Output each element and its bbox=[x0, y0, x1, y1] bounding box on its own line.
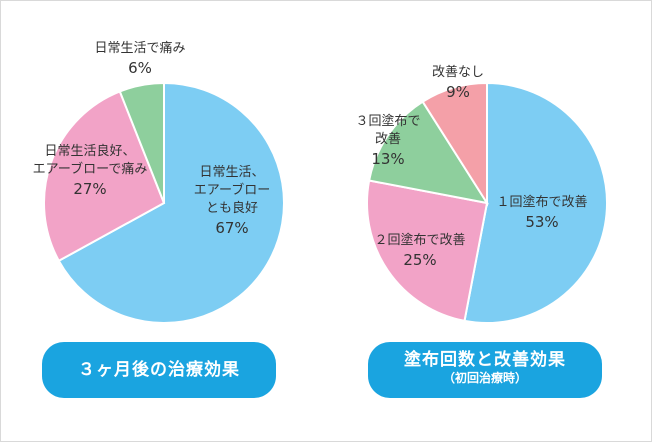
chart-title-application-count: 塗布回数と改善効果 （初回治療時） bbox=[368, 342, 602, 398]
slice-label-1-2: ３回塗布で bbox=[355, 113, 420, 129]
pie-slice-0-1 bbox=[43, 90, 166, 263]
slice-value-label-0-0: 67% bbox=[215, 219, 248, 237]
slice-value-label-1-0: 53% bbox=[525, 213, 558, 231]
slice-label-0-1: エアーブローで痛み bbox=[33, 161, 148, 177]
slice-label-0-2: 日常生活で痛み bbox=[94, 40, 185, 56]
pie-slice-1-1 bbox=[366, 179, 489, 323]
slice-value-label-1-1: 25% bbox=[403, 251, 436, 269]
pie-slice-1-2 bbox=[367, 100, 490, 205]
slice-label-0-0: 日常生活、 bbox=[199, 165, 264, 180]
pie-slice-1-0 bbox=[463, 81, 608, 324]
chart-title-text: 塗布回数と改善効果 bbox=[404, 350, 566, 370]
chart-title-text: ３ヶ月後の治療効果 bbox=[78, 360, 240, 380]
slice-value-label-0-1: 27% bbox=[73, 180, 106, 198]
slice-label-0-0: エアーブロー bbox=[194, 182, 270, 198]
slice-label-1-0: １回塗布で改善 bbox=[496, 194, 587, 210]
slice-label-0-0: とも良好 bbox=[206, 200, 258, 216]
pie-slice-1-3 bbox=[421, 81, 488, 207]
slice-label-1-1: ２回塗布で改善 bbox=[374, 232, 465, 248]
chart-subtitle-text: （初回治療時） bbox=[442, 371, 527, 385]
pie-slice-0-0 bbox=[57, 81, 285, 324]
chart-title-treatment-effect: ３ヶ月後の治療効果 bbox=[42, 342, 276, 398]
slice-label-1-2: 改善 bbox=[375, 131, 401, 147]
slice-value-label-1-2: 13% bbox=[371, 150, 404, 168]
slice-value-label-1-3: 9% bbox=[446, 83, 470, 101]
slice-value-label-0-2: 6% bbox=[128, 59, 152, 77]
slice-label-1-3: 改善なし bbox=[432, 64, 484, 80]
slice-label-0-1: 日常生活良好、 bbox=[44, 143, 135, 159]
pie-slice-0-2 bbox=[118, 81, 165, 204]
